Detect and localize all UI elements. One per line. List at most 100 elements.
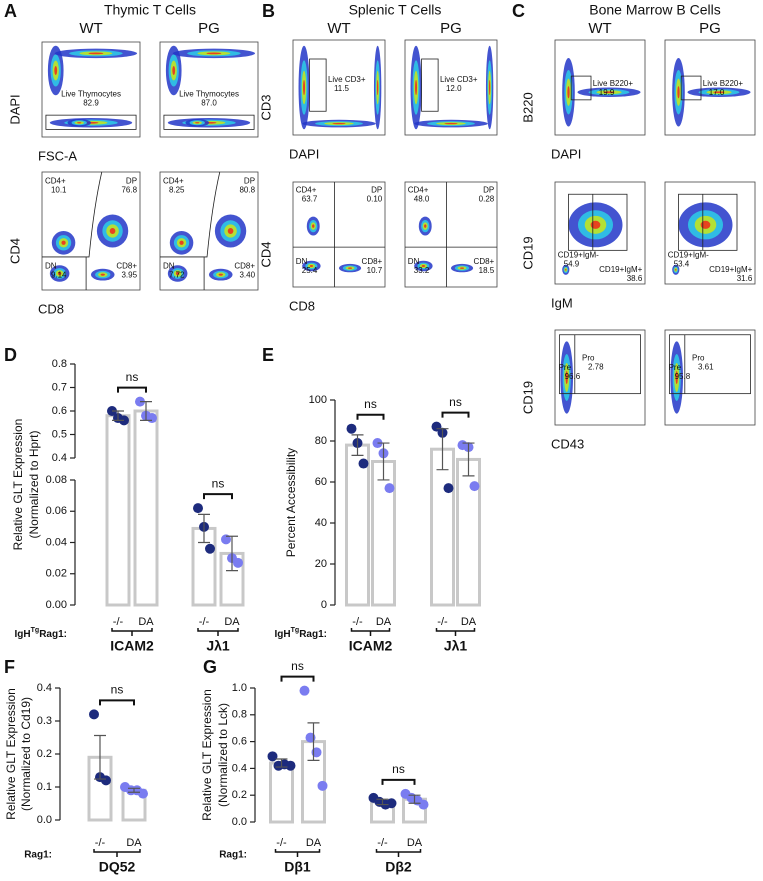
row-label-sup: Tg (31, 627, 40, 634)
gate (163, 114, 255, 130)
density-blob (376, 79, 379, 96)
error-bar (307, 722, 320, 761)
gate-value: 82.9 (83, 98, 99, 107)
y-tick-label: 0.0 (37, 814, 52, 826)
significance-bracket (99, 699, 135, 706)
density-blob (309, 265, 314, 267)
y-tick-label: 0.08 (46, 474, 67, 486)
group-bracket (274, 849, 321, 857)
gate (42, 171, 103, 290)
gate-name: CD4+ (45, 177, 66, 186)
axis-label: CD43 (551, 436, 584, 451)
data-point (285, 760, 296, 771)
gate-name: CD19+IgM- (668, 251, 709, 260)
data-point (101, 775, 111, 786)
density-blob (603, 91, 615, 94)
density-blob (590, 220, 601, 229)
gate-value: 18.5 (479, 266, 495, 275)
density-blob (57, 271, 62, 275)
bar (430, 447, 455, 607)
y-tick-label: 0.4 (52, 452, 67, 464)
data-point (205, 543, 215, 554)
density-blob (700, 220, 711, 229)
error-bar (128, 787, 140, 793)
error-bar (198, 513, 210, 544)
gate-name: DN (296, 257, 308, 266)
gate-name: Pro (582, 354, 595, 363)
y-axis-label: Relative GLT Expression (200, 689, 214, 821)
gate-value: 38.6 (627, 274, 643, 283)
gate (45, 114, 137, 130)
condition-label: WT (588, 20, 611, 37)
gate-name: CD4+ (408, 186, 429, 195)
group-label: ICAM2 (349, 638, 393, 654)
data-point (443, 483, 454, 494)
y-tick-label: 1.0 (232, 682, 247, 694)
condition-label: -/- (113, 616, 124, 628)
y-axis-label: Relative GLT Expression (11, 419, 25, 551)
condition-label: DA (138, 616, 154, 628)
y-tick-label: 0.00 (46, 599, 67, 611)
condition-label: DA (224, 616, 240, 628)
gate-name: Live B220+ (703, 79, 744, 88)
data-point (386, 798, 397, 809)
gate (405, 182, 497, 287)
error-bar (436, 428, 449, 471)
error-bar (376, 798, 389, 806)
density-blob (675, 371, 678, 384)
group-bracket (93, 849, 141, 857)
y-axis-label: Percent Accessibility (284, 448, 298, 557)
error-bar (226, 535, 238, 572)
error-bar (462, 442, 475, 477)
y-tick-label: 0.6 (52, 405, 67, 417)
condition-label: PG (198, 20, 220, 37)
axis-label: DAPI (7, 94, 22, 124)
density-blob (179, 240, 184, 245)
density-blob (444, 122, 458, 125)
y-tick-label: 0.8 (52, 358, 67, 370)
row-label-part: IgH (15, 629, 31, 640)
density (562, 58, 641, 127)
gate-value: 10.7 (367, 266, 383, 275)
density-blob (565, 268, 567, 271)
density-blob (175, 271, 180, 275)
gate-value: 8.25 (169, 186, 185, 195)
condition-label: DA (407, 837, 423, 849)
bar (345, 443, 370, 607)
gate-name: CD4+ (163, 177, 184, 186)
error-bar (351, 434, 364, 456)
axis-label: CD8 (38, 301, 64, 316)
group-label: Dβ2 (385, 859, 412, 875)
data-point (233, 557, 243, 568)
row-label: IgHTgRag1: (275, 627, 327, 640)
gate-name: Live CD3+ (328, 75, 366, 84)
gate-name: Live CD3+ (440, 75, 478, 84)
panel-title: Thymic T Cells (104, 2, 196, 18)
row-label: Rag1: (219, 850, 247, 861)
density-blob (415, 79, 418, 96)
gate-value: 25.4 (302, 266, 318, 275)
panel-letter: F (4, 657, 15, 677)
y-tick-label: 100 (309, 394, 327, 406)
gate-name: CD8+ (234, 262, 255, 271)
significance-label: ns (291, 659, 304, 673)
data-point (469, 481, 480, 492)
plot-frame (292, 181, 386, 288)
group-label: DQ52 (99, 859, 136, 875)
density-blob (565, 371, 568, 384)
axis-label: CD8 (289, 298, 315, 313)
axis-label: CD4 (258, 241, 273, 267)
density-blob (88, 52, 104, 55)
gate (309, 58, 327, 112)
y-tick-label: 0.4 (37, 682, 52, 694)
gate-value: 0.10 (367, 195, 383, 204)
data-point (299, 685, 310, 696)
panel-letter: B (262, 1, 275, 21)
density-blob (195, 122, 200, 124)
condition-label: WT (327, 20, 350, 37)
error-bar (377, 442, 390, 481)
panel-letter: D (4, 345, 17, 365)
gate-value: 0.28 (479, 195, 495, 204)
bar (371, 460, 396, 607)
